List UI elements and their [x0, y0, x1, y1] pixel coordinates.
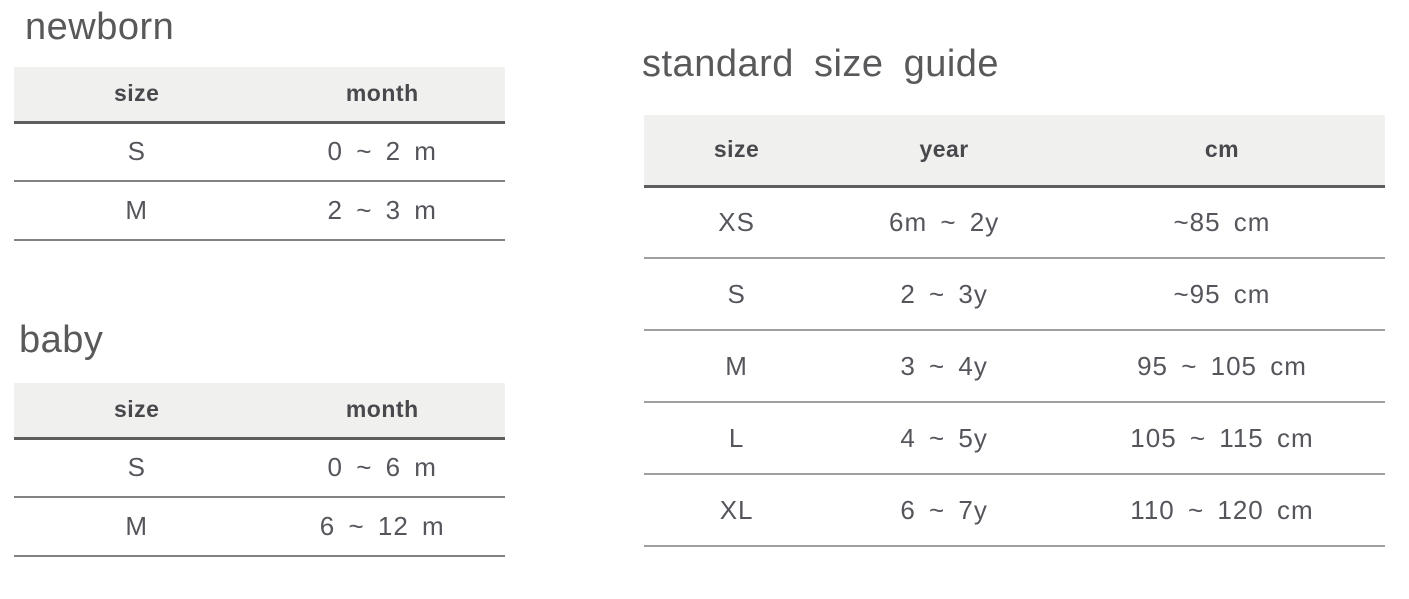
table-row: S 2 ~ 3y ~95 cm — [644, 258, 1385, 331]
table-row: XL 6 ~ 7y 110 ~ 120 cm — [644, 474, 1385, 547]
cm-cell: 105 ~ 115 cm — [1058, 402, 1385, 475]
standard-size-guide-table: size year cm XS 6m ~ 2y ~85 cm S 2 ~ 3y … — [644, 115, 1385, 547]
size-cell: S — [14, 438, 260, 498]
size-cell: M — [14, 181, 260, 241]
newborn-section-title: newborn — [25, 6, 175, 48]
year-cell: 6m ~ 2y — [829, 186, 1059, 259]
table-row: M 6 ~ 12 m — [14, 497, 505, 557]
cm-cell: 95 ~ 105 cm — [1058, 330, 1385, 403]
cm-cell: 110 ~ 120 cm — [1058, 474, 1385, 547]
table-header-row: size year cm — [644, 115, 1385, 188]
size-cell: L — [644, 402, 830, 475]
column-header-year: year — [829, 115, 1059, 188]
cm-cell: ~85 cm — [1058, 186, 1385, 259]
size-cell: XS — [644, 186, 830, 259]
column-header-cm: cm — [1058, 115, 1385, 188]
month-cell: 6 ~ 12 m — [259, 497, 505, 557]
month-cell: 2 ~ 3 m — [259, 181, 505, 241]
size-cell: M — [14, 497, 260, 557]
column-header-size: size — [644, 115, 830, 188]
year-cell: 4 ~ 5y — [829, 402, 1059, 475]
column-header-size: size — [14, 383, 260, 440]
month-cell: 0 ~ 6 m — [259, 438, 505, 498]
size-cell: M — [644, 330, 830, 403]
table-row: S 0 ~ 2 m — [14, 122, 505, 182]
year-cell: 3 ~ 4y — [829, 330, 1059, 403]
column-header-month: month — [259, 383, 505, 440]
table-row: M 2 ~ 3 m — [14, 181, 505, 241]
column-header-size: size — [14, 67, 260, 124]
standard-size-guide-title: standard size guide — [642, 43, 1000, 85]
table-row: S 0 ~ 6 m — [14, 438, 505, 498]
table-header-row: size month — [14, 383, 505, 440]
baby-section-title: baby — [19, 319, 104, 361]
table-row: XS 6m ~ 2y ~85 cm — [644, 186, 1385, 259]
year-cell: 2 ~ 3y — [829, 258, 1059, 331]
table-row: L 4 ~ 5y 105 ~ 115 cm — [644, 402, 1385, 475]
size-cell: S — [644, 258, 830, 331]
size-cell: XL — [644, 474, 830, 547]
column-header-month: month — [259, 67, 505, 124]
newborn-size-table: size month S 0 ~ 2 m M 2 ~ 3 m — [14, 67, 505, 241]
year-cell: 6 ~ 7y — [829, 474, 1059, 547]
table-row: M 3 ~ 4y 95 ~ 105 cm — [644, 330, 1385, 403]
month-cell: 0 ~ 2 m — [259, 122, 505, 182]
cm-cell: ~95 cm — [1058, 258, 1385, 331]
baby-size-table: size month S 0 ~ 6 m M 6 ~ 12 m — [14, 383, 505, 557]
size-cell: S — [14, 122, 260, 182]
table-header-row: size month — [14, 67, 505, 124]
